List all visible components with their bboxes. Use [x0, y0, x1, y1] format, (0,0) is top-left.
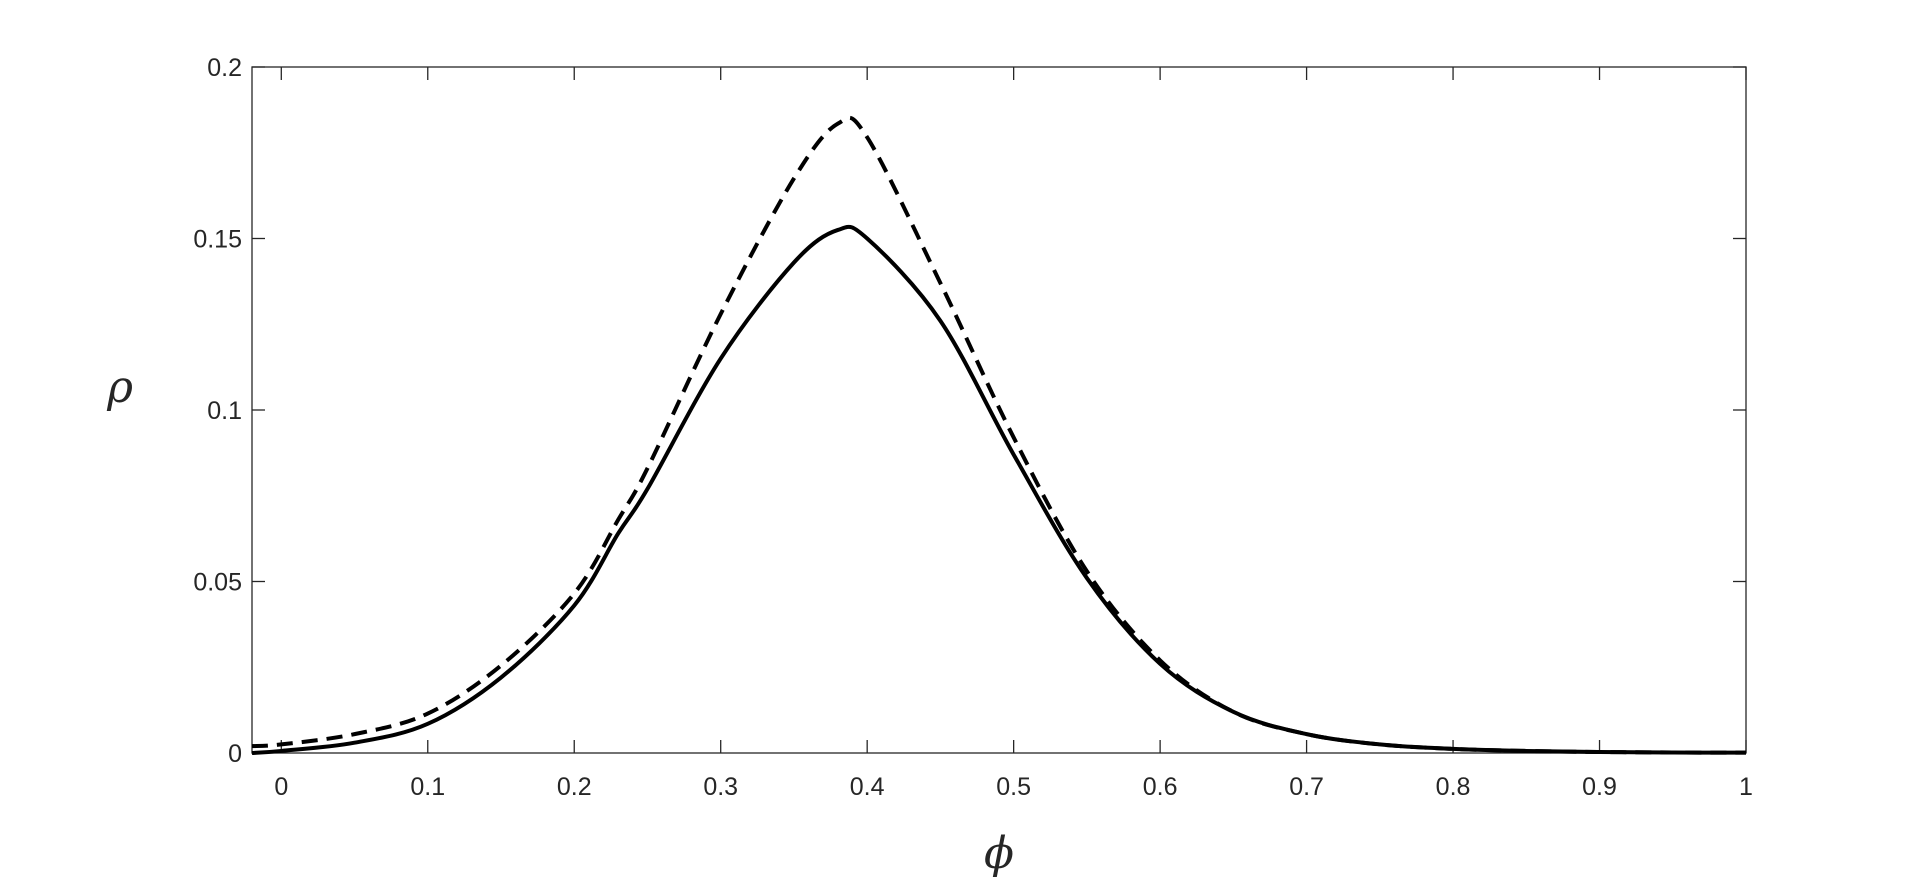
x-tick-label: 0.3 — [703, 773, 738, 801]
x-tick-label: 0.6 — [1143, 773, 1178, 801]
series-layer — [251, 115, 1747, 755]
x-tick-label: 0.7 — [1289, 773, 1324, 801]
tick-labels: 0 0.1 0.2 0.3 0.4 0.5 0.6 0.7 0.8 0.9 1 0 0.05 0.1 0.1… — [193, 54, 1753, 801]
y-tick-label: 0.15 — [193, 226, 242, 254]
series-solid-line — [251, 224, 1747, 755]
x-tick-label: 0.9 — [1582, 773, 1617, 801]
x-tick-label: 0.8 — [1436, 773, 1471, 801]
y-tick-label: 0.2 — [207, 54, 242, 82]
y-tick-label: 0.1 — [207, 397, 242, 425]
x-axis-title: ϕ — [984, 828, 1014, 879]
y-tick-label: 0.05 — [193, 569, 242, 597]
y-tick-label: 0 — [228, 740, 242, 768]
x-tick-label: 0.1 — [410, 773, 445, 801]
y-axis-title: ρ — [106, 362, 133, 413]
x-tick-label: 0.5 — [996, 773, 1031, 801]
x-tick-label: 0.4 — [850, 773, 885, 801]
x-tick-label: 0 — [274, 773, 288, 801]
x-tick-label: 1 — [1739, 773, 1753, 801]
x-tick-label: 0.2 — [557, 773, 592, 801]
